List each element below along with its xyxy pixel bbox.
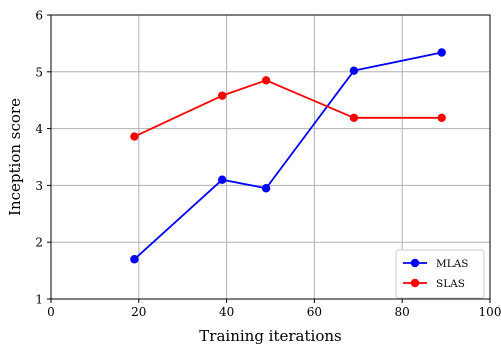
data-point-mlas-2 (262, 184, 270, 192)
x-tick-label-3: 60 (307, 305, 322, 319)
data-point-mlas-0 (130, 255, 138, 263)
x-tick-label-2: 40 (219, 305, 234, 319)
data-point-mlas-4 (438, 48, 446, 56)
y-tick-label-3: 4 (35, 122, 43, 136)
y-tick-label-2: 3 (35, 179, 43, 193)
y-tick-label-0: 1 (35, 293, 43, 307)
y-tick-label-4: 5 (35, 65, 43, 79)
x-tick-label-1: 20 (131, 305, 146, 319)
data-point-slas-4 (438, 114, 446, 122)
data-point-mlas-3 (350, 66, 358, 74)
data-point-slas-2 (262, 76, 270, 84)
data-point-slas-0 (130, 132, 138, 140)
y-tick-label-5: 6 (35, 9, 43, 23)
x-tick-label-5: 100 (479, 305, 501, 319)
x-axis-label: Training iterations (199, 327, 341, 345)
x-tick-label-0: 0 (47, 305, 55, 319)
y-axis-label: Inception score (6, 98, 24, 216)
legend: MLAS SLAS (396, 250, 484, 298)
data-point-slas-3 (350, 114, 358, 122)
legend-label-mlas: MLAS (436, 258, 469, 270)
y-tick-label-1: 2 (35, 236, 43, 250)
data-point-slas-1 (218, 91, 226, 99)
legend-label-slas: SLAS (436, 278, 465, 290)
x-tick-label-4: 80 (395, 305, 410, 319)
legend-marker-mlas (411, 259, 419, 267)
legend-marker-slas (411, 279, 419, 287)
data-point-mlas-1 (218, 176, 226, 184)
